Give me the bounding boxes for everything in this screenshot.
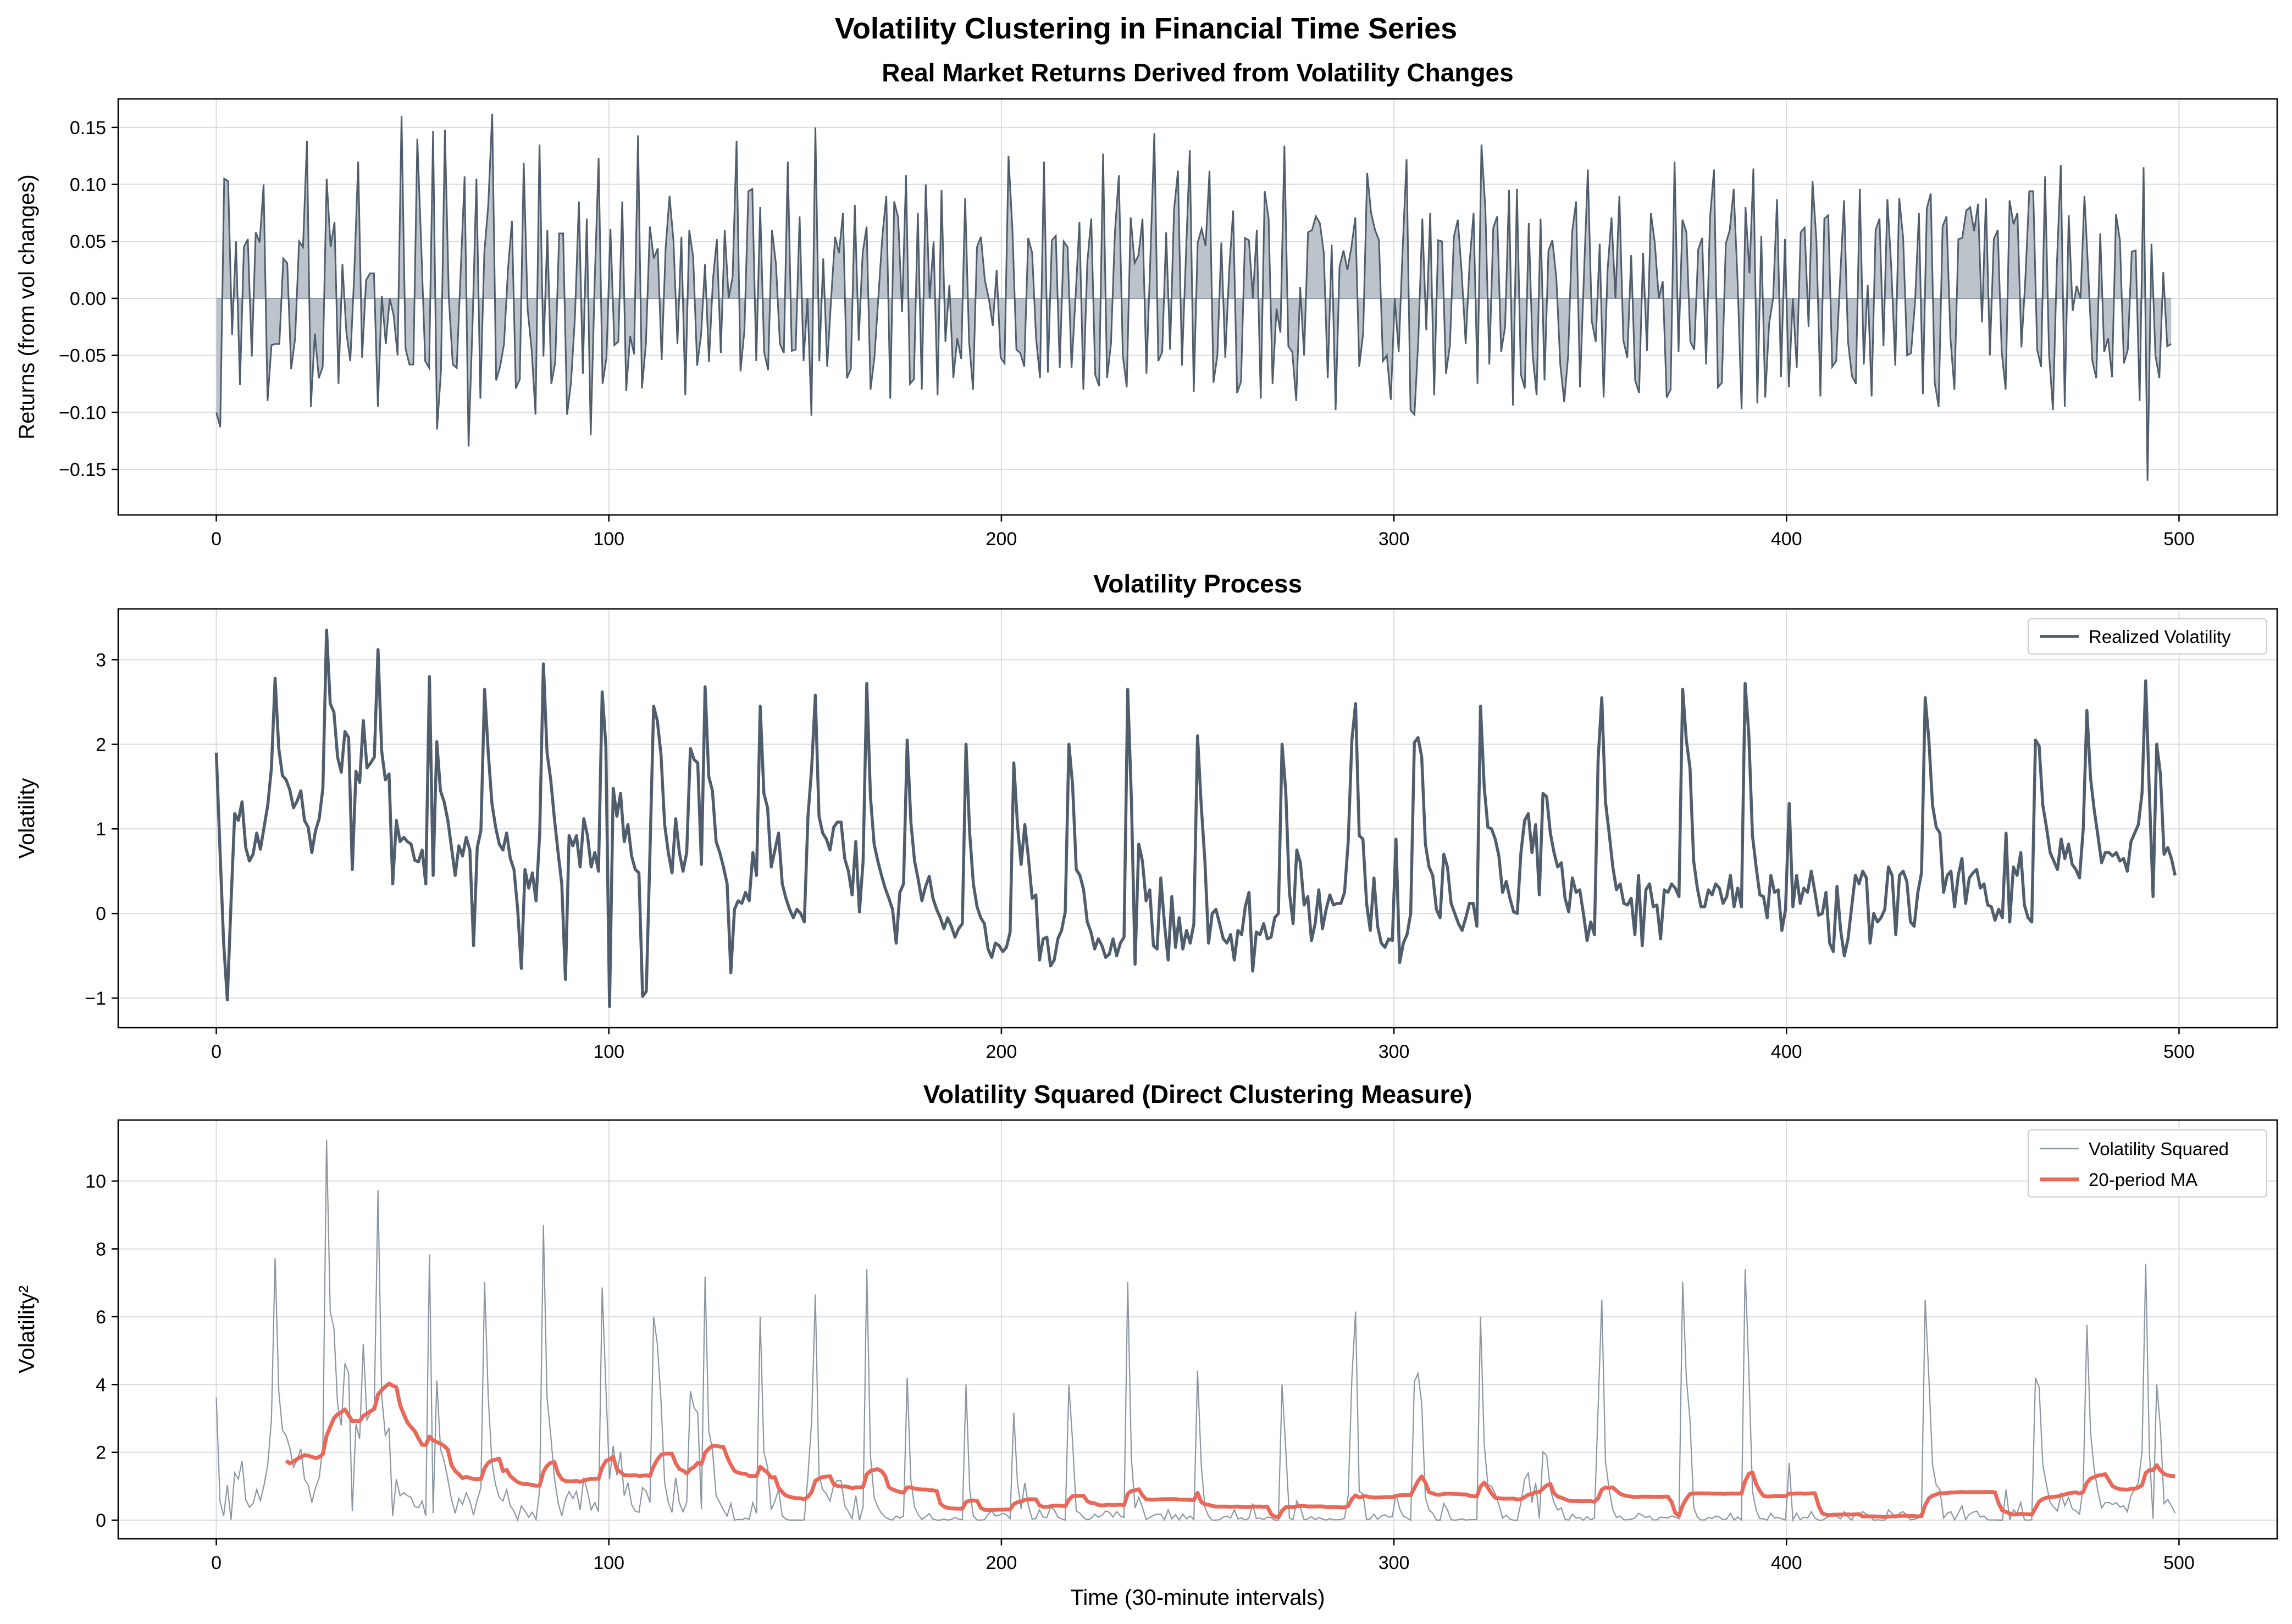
figure-title: Volatility Clustering in Financial Time …: [835, 12, 1457, 45]
x-tick-label: 400: [1771, 1553, 1802, 1573]
legend: Realized Volatility: [2028, 618, 2267, 655]
legend-label: Volatility Squared: [2089, 1139, 2229, 1159]
realized-volatility-line: [214, 628, 2177, 1008]
y-tick-label: 2: [96, 734, 106, 755]
y-tick-label: 8: [96, 1239, 106, 1260]
x-tick-label: 400: [1771, 529, 1802, 550]
y-tick-label: −0.05: [59, 346, 106, 367]
plot-frame: [117, 98, 2278, 516]
panel-title: Real Market Returns Derived from Volatil…: [882, 58, 1513, 87]
y-tick-label: 6: [96, 1307, 106, 1328]
x-tick-label: 300: [1378, 1553, 1410, 1573]
volatility-panel: 0 100 200 300 400 500 −1 0 1 2 3 Volatility Process…: [15, 569, 2278, 1062]
y-tick-label: −0.10: [59, 402, 106, 423]
returns-line: [215, 113, 2172, 481]
x-tick-label: 300: [1378, 1041, 1410, 1062]
x-tick-label: 400: [1771, 1041, 1802, 1062]
y-axis-label: Volatility²: [15, 1285, 39, 1373]
y-axis-label: Returns (from vol changes): [15, 174, 39, 439]
x-tick-label: 0: [211, 529, 222, 550]
x-tick-label: 300: [1378, 529, 1410, 550]
returns-panel: 0 100 200 300 400 500 −0.15 −0.10 −0.05 0.00 0.05 0…: [15, 58, 2278, 550]
y-tick-label: 0.15: [70, 118, 106, 138]
gridlines: [118, 1120, 2277, 1539]
legend-box: [2028, 1129, 2267, 1198]
plot-frame: [117, 608, 2278, 1029]
y-tick-label: 10: [85, 1171, 106, 1192]
y-tick-label: 0: [96, 1510, 106, 1531]
legend: Volatility Squared 20-period MA: [2028, 1129, 2267, 1198]
y-tick-label: 4: [96, 1374, 106, 1395]
y-tick-label: 3: [96, 650, 106, 670]
x-tick-label: 500: [2163, 1041, 2195, 1062]
x-tick-label: 200: [986, 1041, 1017, 1062]
x-tick-label: 0: [211, 1041, 222, 1062]
legend-label: Realized Volatility: [2089, 627, 2231, 647]
y-tick-label: 0.05: [70, 231, 106, 252]
y-tick-label: 2: [96, 1443, 106, 1464]
x-tick-label: 100: [593, 1041, 624, 1062]
volatility-squared-panel: 0 100 200 300 400 500 0 2 4 6 8 10 Volatility Square…: [15, 1080, 2278, 1610]
legend-box: [2028, 618, 2267, 655]
panel-title: Volatility Process: [1093, 569, 1302, 598]
gridlines: [118, 609, 2277, 1028]
panel-title: Volatility Squared (Direct Clustering Me…: [923, 1080, 1472, 1108]
plot-frame: [117, 1119, 2278, 1540]
y-tick-label: −0.15: [59, 459, 106, 480]
moving-average-line: [285, 1382, 2175, 1520]
x-tick-label: 500: [2163, 529, 2195, 550]
x-tick-label: 200: [986, 1553, 1017, 1573]
x-tick-label: 0: [211, 1553, 222, 1573]
x-tick-label: 100: [593, 1553, 624, 1573]
x-tick-label: 500: [2163, 1553, 2195, 1573]
y-tick-label: 1: [96, 819, 106, 840]
y-tick-label: −1: [85, 988, 106, 1009]
legend-label: 20-period MA: [2089, 1169, 2197, 1190]
volatility-squared-line: [215, 1139, 2176, 1522]
x-tick-label: 100: [593, 529, 624, 550]
y-tick-label: 0: [96, 904, 106, 924]
x-tick-label: 200: [986, 529, 1017, 550]
y-tick-label: 0.10: [70, 175, 106, 196]
y-axis-label: Volatility: [15, 778, 39, 859]
y-tick-label: 0.00: [70, 289, 106, 309]
x-axis-label: Time (30-minute intervals): [1070, 1586, 1325, 1610]
